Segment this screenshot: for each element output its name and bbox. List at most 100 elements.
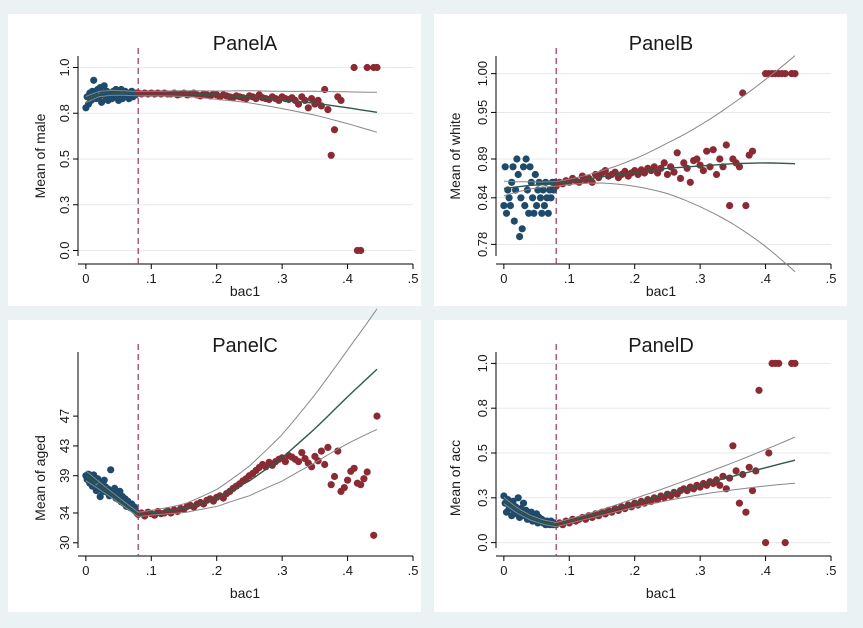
panel-b-y-tick-label: 0.95 [475, 100, 490, 125]
panel-b-right-point [693, 155, 701, 163]
panel-d-x-tick-label: 0 [500, 563, 507, 578]
panel-d-right-point [732, 467, 740, 475]
panel-a-x-tick-label: .3 [277, 271, 288, 286]
panel-c-ci-lower-right [138, 428, 378, 518]
panel-b-left-point [502, 209, 511, 217]
panel-b-right-point [722, 141, 730, 149]
panel-c-x-tick-label: 0 [82, 563, 89, 578]
panel-d-right-point [762, 539, 770, 547]
panel-b-y-axis-label: Mean of white [447, 112, 463, 199]
panel-b-left-point [500, 202, 508, 210]
panel-b-right-point [673, 149, 681, 157]
panel-b-left-point [506, 202, 514, 210]
panel-d-x-tick-label: .3 [695, 563, 706, 578]
panel-a-title: PanelA [213, 33, 278, 55]
panel-d-x-tick-label: .2 [629, 563, 640, 578]
panel-d-right-point [765, 449, 773, 457]
panel-c-fit-line-left [85, 475, 139, 516]
panel-d-ci-lower-left [503, 503, 557, 528]
panel-d-y-axis-label: Mean of acc [447, 440, 463, 516]
panel-b-left-point [525, 209, 533, 217]
panel-b-right-point [680, 159, 688, 167]
panel-c-y-axis-label: Mean of aged [32, 435, 48, 521]
panel-a-fit-line-left [85, 91, 139, 101]
panel-b-right-point [716, 155, 724, 163]
panel-a-right-point [363, 63, 371, 72]
panel-c-ci-upper-right [138, 308, 378, 513]
panel-b-left-point [540, 202, 548, 210]
panel-a-y-tick-label: 0.3 [57, 196, 72, 214]
panel-d-y-tick-label: 0.3 [475, 489, 490, 507]
panel-c-right-point [360, 475, 368, 483]
panel-b-ci-upper-right [556, 55, 796, 182]
panel-c-right-point [298, 449, 306, 457]
panel-b-right-point [735, 163, 743, 171]
panel-c-right-point [344, 476, 352, 484]
panel-b-ci-lower-left [503, 185, 557, 197]
panel-c-left-point [94, 475, 102, 483]
panel-b-left-point [501, 163, 509, 171]
panel-c-x-tick-label: .2 [211, 563, 222, 578]
panel-b-y-tick-label: 0.78 [475, 232, 490, 257]
panel-b-left-point [513, 155, 521, 163]
panel-a-y-axis-label: Mean of male [32, 113, 48, 198]
panel-a-fit-line-right [138, 92, 378, 113]
panel-b-left-point [509, 163, 517, 171]
panel-a-left-point [100, 82, 108, 90]
panel-b-left-point [531, 170, 539, 179]
panel-c-ci-upper-left [85, 470, 139, 513]
panel-d-right-point [781, 539, 789, 547]
panel-c-right-point [357, 481, 365, 489]
panel-b-y-tick-label: 0.89 [475, 146, 490, 171]
panel-d-right-point [775, 359, 783, 367]
panel-c-right-point [340, 484, 348, 492]
panel-d-right-point [742, 508, 750, 516]
panel-d-right-point [745, 463, 753, 471]
panel-b-right-point [709, 146, 717, 154]
panel-d-title: PanelD [628, 335, 694, 357]
panel-a-ci-upper-left [85, 89, 139, 97]
panel-b-ci-upper-left [503, 180, 557, 183]
panel-b-left-point [518, 225, 526, 233]
panel-c-y-tick-label: 39 [57, 468, 72, 482]
panel-b-left-point [516, 233, 524, 241]
panel-b-title: PanelB [629, 33, 694, 55]
panel-b-fit-line-right [556, 162, 796, 185]
panel-d-y-tick-label: 0.0 [475, 534, 490, 552]
panel-b-left-point [519, 163, 528, 171]
panel-a-left-point [90, 76, 98, 84]
panel-b-right-point [686, 178, 694, 186]
panel-b-left-point [547, 194, 555, 202]
panel-b-x-tick-label: .2 [629, 271, 640, 286]
panel-d-right-point [729, 442, 737, 450]
panel-b-right-point [663, 170, 671, 179]
panel-b-right-point [739, 89, 747, 97]
panel-b-left-point [544, 209, 552, 217]
panel-a-right-point [314, 96, 322, 104]
panel-b-x-axis-label: bac1 [646, 283, 677, 299]
panel-a-right-point [373, 63, 381, 72]
panel-a-x-axis-label: bac1 [230, 283, 261, 299]
panel-b-right-point [670, 168, 678, 176]
panel-c-y-tick-label: 30 [57, 536, 72, 550]
panel-b-right-point [650, 163, 658, 171]
panel-a-right-point [308, 95, 316, 103]
panel-c-y-tick-label: 47 [57, 409, 72, 423]
panel-a-ci-lower-right [138, 95, 378, 133]
panel-b-right-point [781, 70, 789, 78]
panel-b-left-point [521, 202, 529, 210]
panel-d-y-tick-label: 0.5 [475, 444, 490, 462]
panel-c-left-point [107, 466, 115, 474]
panel-b-left-point [505, 194, 513, 202]
panel-d-right-point [735, 499, 743, 507]
panel-a-x-tick-label: 0 [82, 271, 89, 286]
panel-b-right-point [588, 178, 596, 186]
panel-d-y-tick-label: 1.0 [475, 354, 490, 372]
panel-b-right-point [703, 147, 711, 155]
panel-c-x-axis-label: bac1 [230, 585, 261, 601]
panel-c-y-tick-label: 34 [57, 506, 72, 520]
panel-c-right-point [327, 481, 335, 489]
panel-b-right-point [726, 202, 734, 210]
panel-c-x-tick-label: .3 [277, 563, 288, 578]
panel-b-right-point [611, 168, 619, 176]
